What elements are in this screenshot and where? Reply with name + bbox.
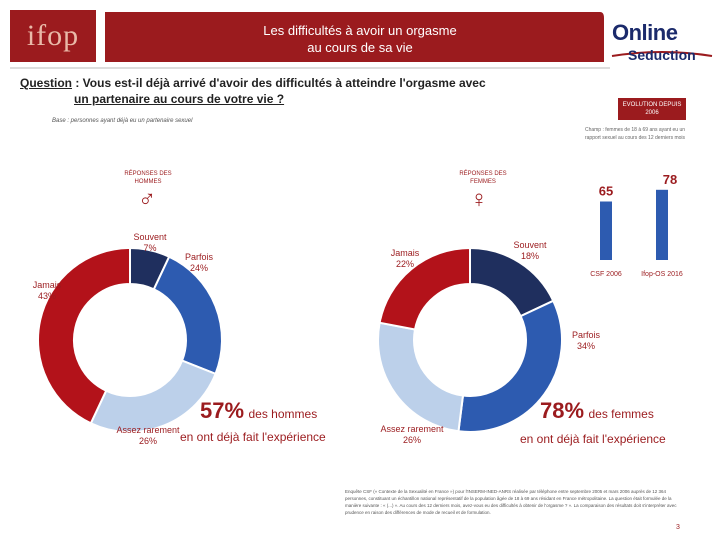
source-note: Enquête CSF (« Contexte de la Sexualité …	[345, 489, 677, 515]
evolution-value-label-1: 65	[599, 184, 613, 199]
question-text: Question : Vous est-il déjà arrivé d'avo…	[20, 75, 540, 107]
women-slice-jamais	[378, 246, 471, 331]
title-line-2: au cours de sa vie	[307, 40, 413, 55]
question-body-2: un partenaire au cours de votre vie ?	[74, 92, 285, 106]
question-prefix: Question	[20, 76, 73, 90]
women-label-parfois: Parfois 34%	[571, 330, 600, 351]
evolution-bar-chart: 65 CSF 2006 78 Ifop-OS 2016	[590, 172, 683, 278]
men-slice-parfois	[152, 255, 223, 376]
ifop-logo: ifop	[10, 10, 96, 62]
women-donut-chart	[377, 246, 563, 433]
top-banner	[0, 0, 720, 70]
women-experience-text: en ont déjà fait l'expérience	[520, 432, 666, 446]
page-number: 3	[676, 524, 680, 531]
page-title: Les difficultés à avoir un orgasme au co…	[220, 22, 500, 56]
men-experience-text: en ont déjà fait l'expérience	[180, 430, 326, 444]
title-line-1: Les difficultés à avoir un orgasme	[263, 23, 457, 38]
evolution-badge: EVOLUTION DEPUIS 2006	[618, 98, 686, 120]
men-big-pct: 57%	[200, 398, 245, 423]
male-symbol-icon: ♂	[138, 186, 156, 213]
men-slice-jamais	[37, 246, 131, 425]
men-label-parfois: Parfois 24%	[184, 252, 213, 273]
men-label-souvent: Souvent 7%	[133, 232, 167, 253]
online-seduction-logo: Online Seduction	[610, 14, 714, 70]
women-label-assez-rarement: Assez rarement 26%	[380, 424, 444, 445]
evolution-note: Champ : femmes de 18 à 69 ans ayant eu u…	[584, 127, 686, 141]
men-label-jamais: Jamais 43%	[32, 280, 62, 301]
women-big-label: des femmes	[588, 407, 654, 421]
evolution-category-label-2: Ifop-OS 2016	[641, 271, 683, 278]
question-body: : Vous est-il déjà arrivé d'avoir des di…	[72, 76, 486, 90]
men-label-assez-rarement: Assez rarement 26%	[116, 425, 180, 446]
women-slice-parfois	[457, 299, 563, 433]
women-slice-assez-rarement	[377, 321, 465, 433]
base-note: Base : personnes ayant déjà eu un parten…	[52, 118, 193, 124]
men-headline: 57% des hommes	[200, 398, 317, 424]
men-donut-chart	[37, 246, 223, 433]
women-label-souvent: Souvent 18%	[513, 240, 547, 261]
men-big-label: des hommes	[248, 407, 318, 421]
women-respondents-label: RÉPONSES DES FEMMES	[459, 171, 507, 185]
evolution-bar-1	[600, 201, 612, 260]
women-label-jamais: Jamais 22%	[390, 248, 420, 269]
evolution-category-label-1: CSF 2006	[590, 271, 622, 278]
men-slice-assez-rarement	[89, 359, 217, 433]
evolution-bar-2	[656, 189, 668, 260]
women-big-pct: 78%	[540, 398, 585, 423]
men-respondents-label: RÉPONSES DES HOMMES	[124, 171, 172, 185]
women-headline: 78% des femmes	[540, 398, 654, 424]
evolution-value-label-2: 78	[663, 172, 677, 187]
female-symbol-icon: ♀	[470, 186, 488, 213]
